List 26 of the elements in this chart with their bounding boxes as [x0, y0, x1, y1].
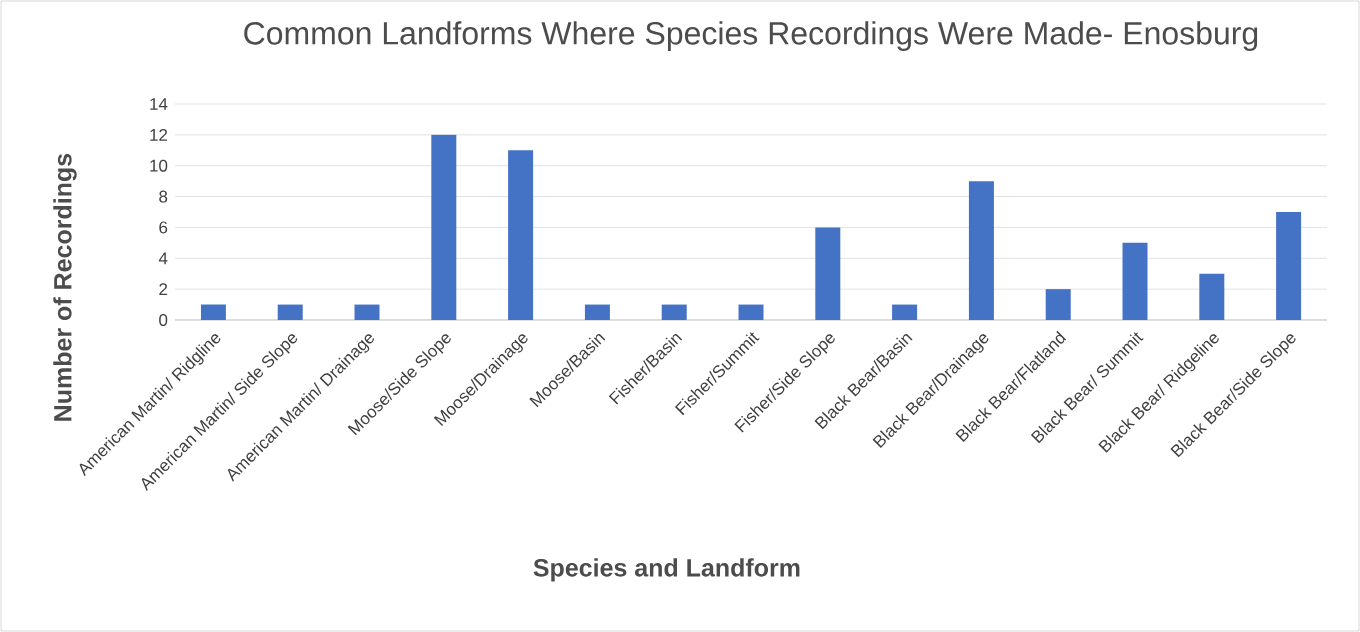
bar	[1122, 242, 1148, 320]
y-tick-label: 14	[150, 98, 168, 110]
bar	[968, 181, 994, 320]
bar	[354, 304, 380, 320]
bar	[738, 304, 764, 320]
y-tick-label: 4	[158, 252, 168, 265]
bar	[508, 150, 534, 320]
y-tick-label: 12	[150, 128, 168, 141]
chart-title: Common Landforms Where Species Recordings Were Made- Enosburg	[244, 21, 1258, 51]
bar	[1276, 212, 1302, 320]
bar	[431, 134, 457, 320]
bar	[1199, 273, 1225, 320]
y-tick-label: 2	[159, 283, 168, 296]
y-axis-title: Number of Recordings	[53, 153, 77, 421]
bar	[584, 304, 610, 320]
bar	[200, 304, 226, 320]
x-axis-title: Species and Landform	[533, 558, 800, 582]
y-tick-label: 8	[159, 190, 168, 203]
y-tick-label: 6	[159, 221, 168, 234]
y-tick-label: 0	[159, 314, 168, 327]
bar	[277, 304, 303, 320]
bar	[815, 227, 841, 320]
bar	[661, 304, 687, 320]
bar	[1045, 289, 1071, 320]
bar	[892, 304, 918, 320]
y-tick-label: 10	[150, 159, 168, 172]
